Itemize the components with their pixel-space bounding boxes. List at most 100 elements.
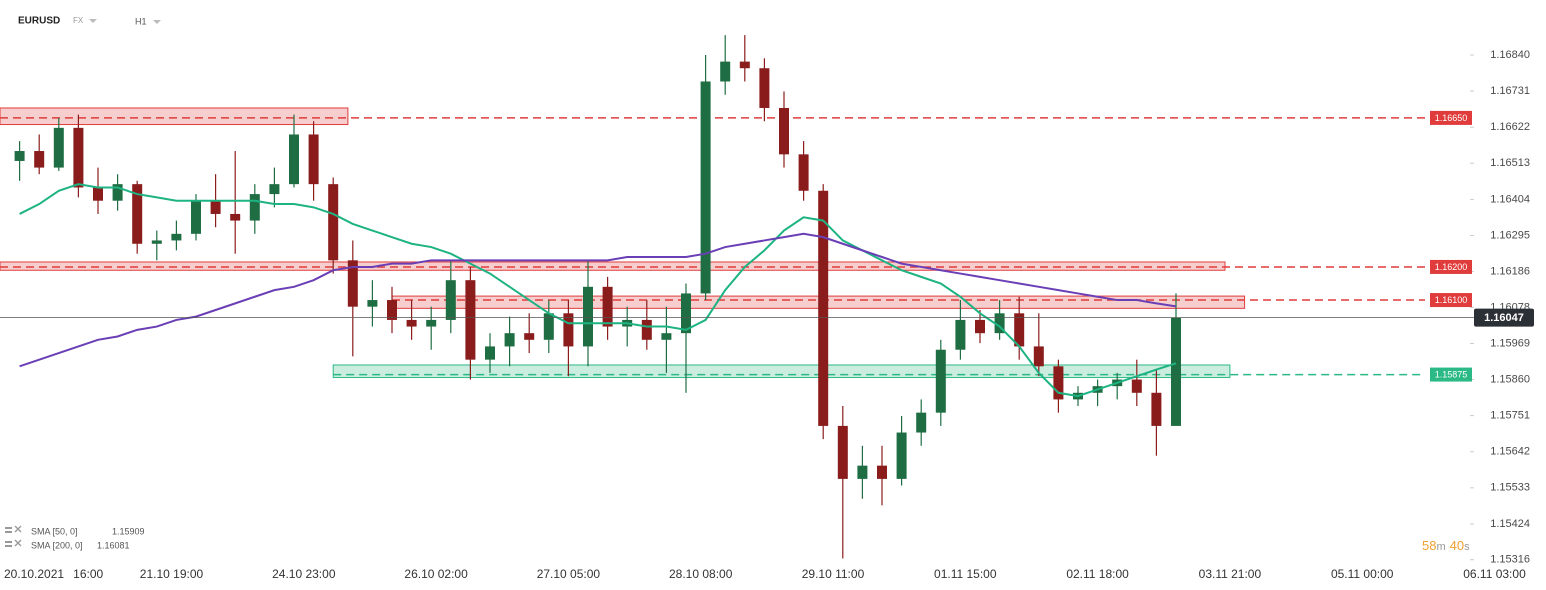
market: FX	[73, 16, 84, 25]
zone	[0, 261, 1226, 271]
x-tick-label: 20.10.2021	[4, 567, 64, 581]
candle-body	[210, 200, 221, 214]
candle-body	[406, 319, 417, 327]
zone	[332, 364, 1231, 379]
y-tick-label: 1.15642	[1490, 446, 1530, 458]
x-tick-label: 03.11 21:00	[1199, 567, 1262, 581]
candle-body	[504, 333, 515, 347]
countdown-minutes: 58	[1422, 538, 1436, 553]
level-label-box	[1430, 293, 1472, 308]
candle-body	[132, 184, 143, 244]
candle-body	[524, 333, 535, 340]
y-tick-label: 1.15751	[1490, 410, 1530, 422]
candle-body	[602, 286, 613, 327]
candle-body	[563, 313, 574, 347]
candle-body	[73, 127, 84, 188]
candle-body	[465, 280, 476, 360]
candle-body	[347, 260, 358, 307]
candle-body	[387, 300, 397, 320]
x-tick-label: 01.11 15:00	[934, 567, 997, 581]
candle-body	[1171, 317, 1181, 426]
candle-body	[935, 349, 946, 413]
symbol[interactable]: EURUSD	[18, 16, 60, 27]
legend-close[interactable]	[14, 525, 22, 533]
legend: SMA [50, 0] 1.15909 SMA [200, 0] 1.16081	[5, 525, 145, 550]
x-tick-label: 28.10 08:00	[669, 567, 733, 581]
candle-body	[328, 184, 339, 261]
level-label: 1.16650	[1435, 113, 1468, 123]
x-tick-label: 16:00	[73, 567, 103, 581]
candle-body	[426, 319, 437, 327]
candle-body	[1033, 346, 1044, 367]
y-tick-label: 1.16622	[1490, 121, 1530, 133]
candle-body	[739, 61, 750, 69]
level-label: 1.15875	[1435, 369, 1468, 379]
candle-body	[112, 184, 123, 201]
candle-body	[1053, 366, 1064, 400]
y-tick-label: 1.15860	[1490, 373, 1530, 385]
candle-body	[759, 68, 770, 108]
x-tick-label: 21.10 19:00	[140, 567, 204, 581]
countdown-unit: s	[1464, 541, 1470, 553]
level-label: 1.16100	[1435, 295, 1468, 305]
candle-body	[975, 319, 985, 334]
candle-body	[171, 233, 182, 241]
legend-value: 1.16081	[97, 540, 130, 550]
x-tick-label: 27.10 05:00	[537, 567, 601, 581]
candle-body	[191, 200, 201, 234]
y-tick-label: 1.16404	[1490, 193, 1530, 205]
candle-body	[485, 346, 495, 360]
x-tick-label: 29.10 11:00	[802, 567, 865, 581]
zone	[0, 107, 349, 126]
y-tick-label: 1.16840	[1490, 49, 1530, 61]
candle-body	[798, 154, 809, 191]
plot-area: 1.16840 1.16731 1.16622 1.16513 1.16404 1.162…	[0, 35, 1534, 581]
level-label-box	[1430, 367, 1472, 382]
y-tick-label: 1.16731	[1490, 85, 1530, 97]
candle-body	[818, 190, 829, 426]
candle-body	[720, 61, 731, 82]
candle-body	[896, 432, 907, 479]
candle-body	[1014, 313, 1025, 347]
x-tick-label: 24.10 23:00	[272, 567, 336, 581]
candle-body	[641, 319, 652, 340]
countdown-seconds: 40	[1450, 538, 1464, 553]
x-tick-label: 06.11 03:00	[1463, 567, 1526, 581]
candle-body	[837, 425, 848, 479]
sma-line	[19, 232, 1177, 368]
y-tick-label: 1.15316	[1490, 554, 1530, 566]
candle-body	[543, 313, 554, 340]
x-tick-label: 05.11 00:00	[1331, 567, 1394, 581]
level-label-box	[1430, 259, 1472, 274]
candle-body	[877, 465, 887, 479]
candle-body	[661, 333, 672, 340]
candle-body	[681, 293, 691, 334]
legend-icon	[5, 541, 12, 543]
candle-body	[269, 184, 280, 195]
candle-body	[53, 127, 64, 168]
candle-body	[700, 81, 711, 294]
timeframe[interactable]: H1	[135, 16, 147, 26]
candle-body	[1131, 379, 1142, 393]
level-label: 1.16200	[1435, 262, 1468, 272]
candle-body	[779, 107, 789, 155]
legend-label: SMA [200, 0]	[31, 540, 83, 550]
y-tick-label: 1.16186	[1490, 265, 1530, 277]
y-tick-label: 1.15424	[1490, 518, 1530, 530]
candle-body	[367, 300, 378, 307]
legend-value: 1.15909	[112, 526, 145, 536]
candle-body	[916, 412, 927, 433]
legend-icon	[5, 531, 12, 533]
price-label-box	[1474, 308, 1534, 327]
candle-body	[445, 280, 456, 320]
candle-body	[994, 313, 1005, 334]
sma-line	[19, 183, 1177, 398]
legend-icon	[5, 527, 12, 529]
countdown: 58m 40s	[1422, 538, 1470, 553]
countdown-unit: m	[1436, 541, 1445, 553]
candle-body	[289, 134, 299, 185]
price-label: 1.16047	[1484, 312, 1524, 324]
candle-body	[34, 151, 45, 168]
legend-close[interactable]	[14, 539, 22, 547]
